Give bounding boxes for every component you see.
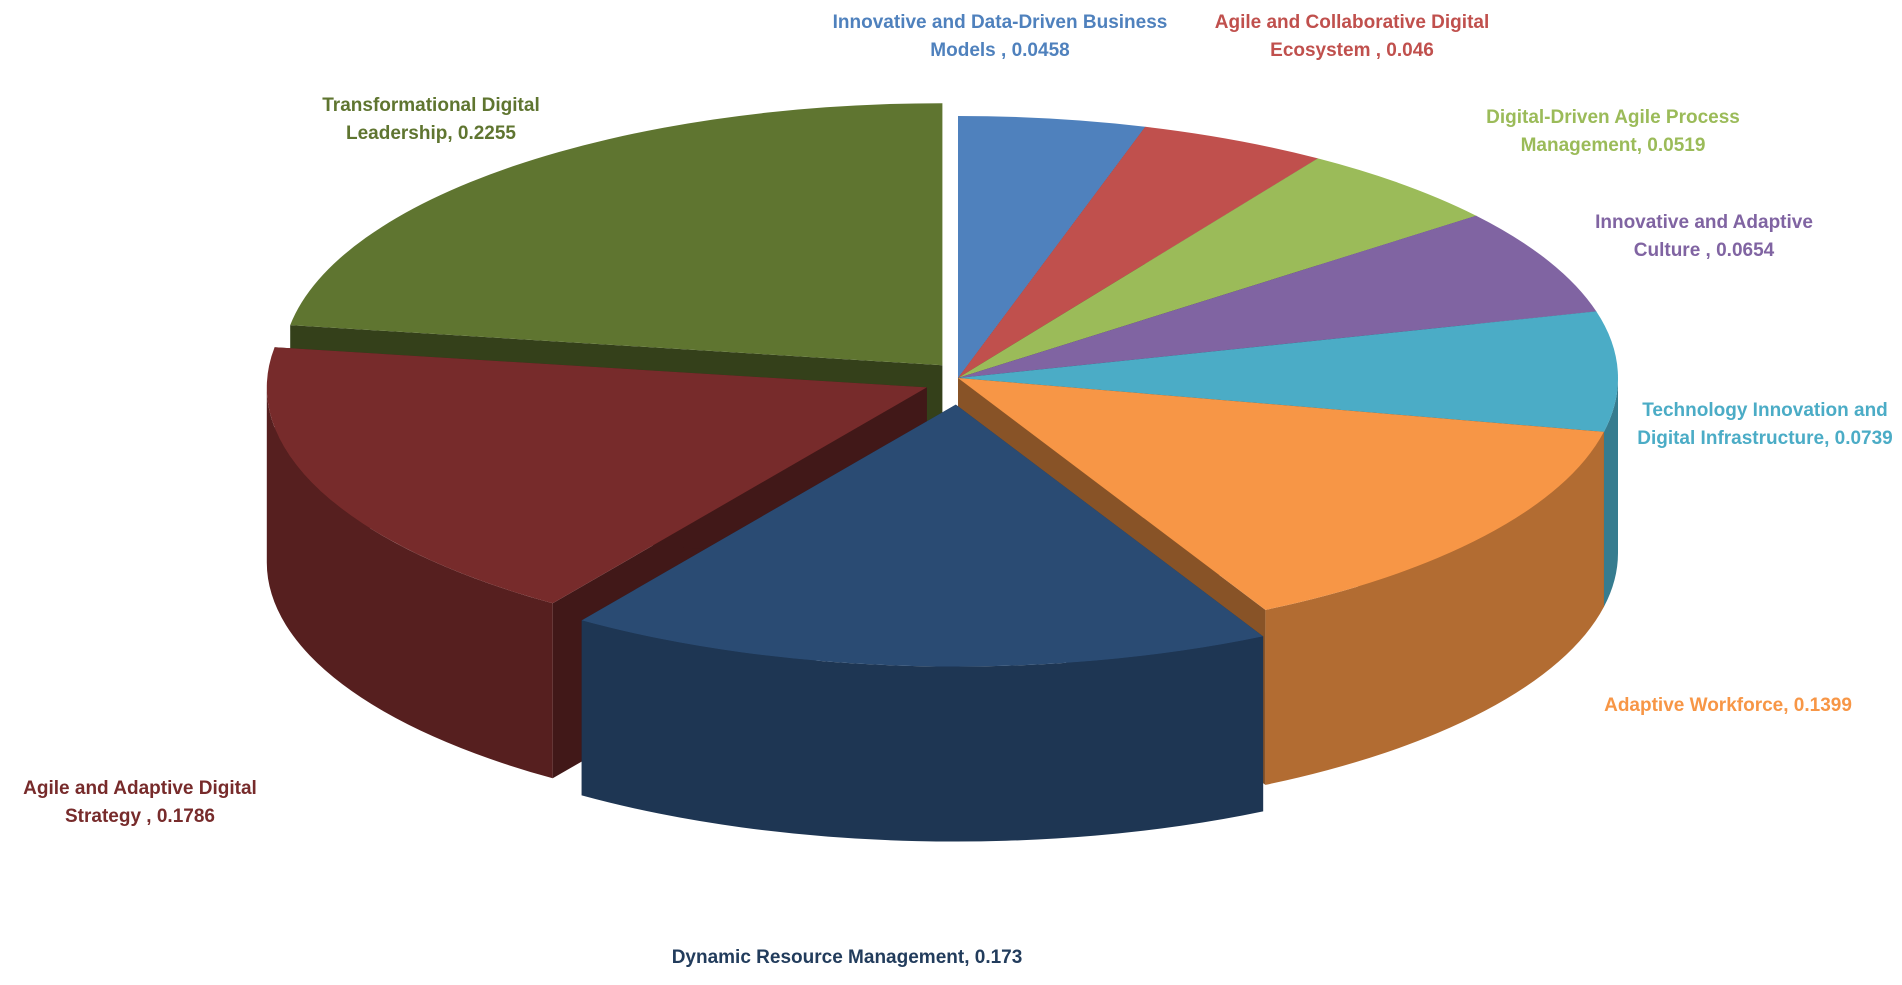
data-label: Transformational Digital Leadership, 0.2… bbox=[322, 95, 540, 144]
slice bbox=[958, 215, 1597, 378]
slice-wall bbox=[581, 620, 1264, 842]
slice bbox=[958, 378, 1604, 610]
slice-wall bbox=[266, 387, 553, 779]
slice bbox=[958, 116, 1146, 378]
slice bbox=[958, 126, 1318, 378]
slice-wall bbox=[1603, 378, 1619, 607]
slice bbox=[958, 158, 1477, 378]
data-label: Innovative and Data-Driven Business Mode… bbox=[832, 12, 1168, 61]
data-label: Dynamic Resource Management, 0.173 bbox=[671, 947, 1023, 968]
data-label: Agile and Adaptive Digital Strategy , 0.… bbox=[23, 778, 257, 827]
slice bbox=[958, 311, 1619, 432]
data-label: Adaptive Workforce, 0.1399 bbox=[1604, 695, 1852, 716]
slice bbox=[266, 347, 927, 604]
data-label: Digital-Driven Agile Process Management,… bbox=[1486, 107, 1740, 156]
slice bbox=[290, 103, 943, 366]
slice bbox=[581, 404, 1264, 667]
data-label: Technology Innovation and Digital Infras… bbox=[1637, 400, 1893, 449]
slice-wall bbox=[1265, 431, 1604, 785]
data-label: Agile and Collaborative Digital Ecosyste… bbox=[1214, 12, 1490, 61]
data-label: Innovative and Adaptive Culture , 0.0654 bbox=[1595, 212, 1813, 261]
